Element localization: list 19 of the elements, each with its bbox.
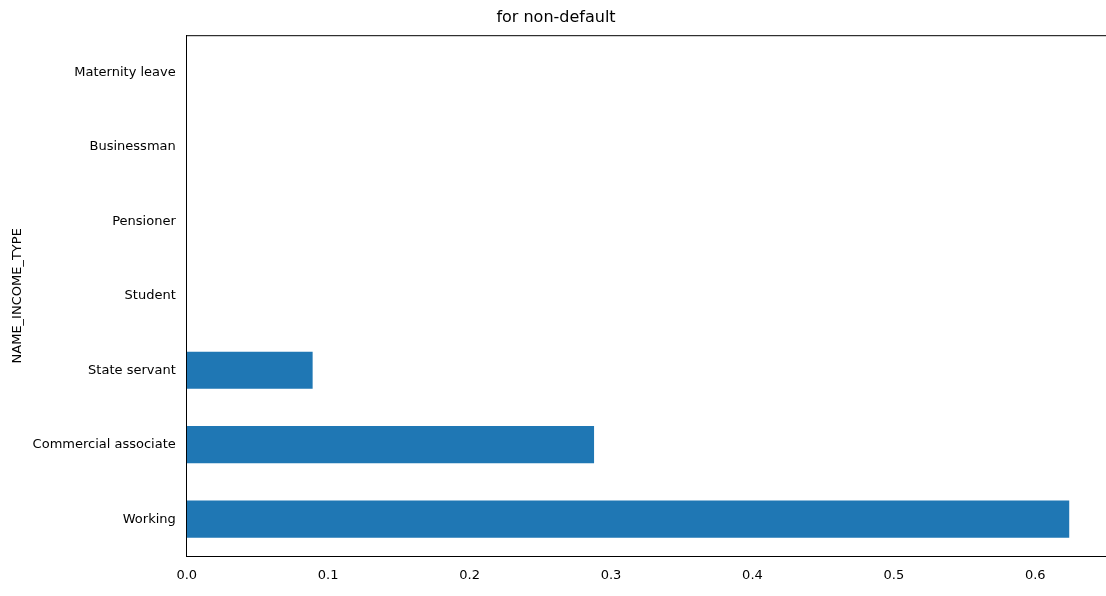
x-tick-label: 0.2 <box>459 566 480 582</box>
chart-title: for non-default <box>496 6 616 26</box>
bar <box>186 500 1070 538</box>
y-tick-label: Maternity leave <box>74 63 176 79</box>
y-tick-label: Working <box>122 510 176 526</box>
x-tick-label: 0.4 <box>742 566 763 582</box>
y-tick-label: Commercial associate <box>32 436 176 452</box>
x-tick-label: 0.3 <box>600 566 622 582</box>
y-tick-label: State servant <box>88 361 176 377</box>
y-tick-label: Pensioner <box>112 212 177 228</box>
bar <box>186 351 313 389</box>
x-tick-label: 0.5 <box>883 566 905 582</box>
y-tick-label: Businessman <box>89 138 176 154</box>
y-tick-label: Student <box>124 287 176 303</box>
x-tick-label: 0.0 <box>176 566 198 582</box>
x-tick-label: 0.1 <box>317 566 339 582</box>
x-tick-label: 0.6 <box>1024 566 1046 582</box>
bar <box>186 426 595 464</box>
y-axis-title: NAME_INCOME_TYPE <box>9 228 25 364</box>
